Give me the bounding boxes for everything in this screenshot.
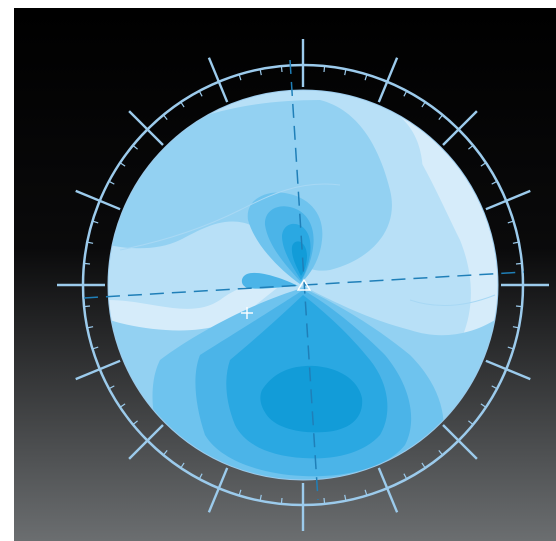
major-tick — [128, 110, 164, 146]
major-tick — [485, 189, 531, 211]
minor-tick — [108, 180, 115, 185]
minor-tick — [162, 114, 168, 120]
minor-tick — [512, 241, 519, 244]
minor-tick — [344, 494, 347, 501]
minor-tick — [491, 180, 498, 185]
minor-tick — [108, 385, 115, 390]
major-tick — [128, 424, 164, 460]
minor-tick — [438, 114, 444, 120]
contour-level-light-left — [108, 283, 280, 342]
minor-tick — [84, 262, 91, 265]
contour-level-1-top-strip — [240, 90, 423, 230]
contour-line-b — [409, 294, 496, 306]
major-tick — [75, 189, 121, 211]
minor-tick — [323, 66, 326, 73]
minor-tick — [344, 69, 347, 76]
major-tick — [207, 57, 229, 103]
minor-tick — [259, 69, 262, 76]
minor-tick — [119, 403, 126, 408]
major-tick — [442, 110, 478, 146]
minor-tick — [180, 462, 185, 469]
minor-tick — [364, 74, 368, 81]
minor-tick — [92, 346, 99, 350]
minor-tick — [84, 305, 91, 308]
minor-tick — [180, 101, 185, 108]
minor-tick — [468, 420, 474, 426]
minor-tick — [92, 220, 99, 224]
major-tick — [377, 57, 399, 103]
contour-level-3-left — [241, 272, 298, 289]
minor-tick — [515, 305, 522, 308]
minor-tick — [119, 162, 126, 167]
minor-tick — [480, 162, 487, 167]
minor-tick — [162, 450, 168, 456]
minor-tick — [132, 420, 138, 426]
minor-tick — [491, 385, 498, 390]
major-tick — [485, 359, 531, 381]
minor-tick — [132, 144, 138, 150]
minor-tick — [438, 450, 444, 456]
major-tick — [75, 359, 121, 381]
minor-tick — [364, 489, 368, 496]
contour-line-a — [119, 183, 341, 251]
minor-tick — [515, 262, 522, 265]
minor-tick — [198, 90, 203, 97]
minor-tick — [512, 326, 519, 329]
minor-tick — [468, 144, 474, 150]
minor-tick — [280, 497, 283, 504]
minor-tick — [323, 497, 326, 504]
major-tick — [207, 467, 229, 513]
major-tick — [377, 467, 399, 513]
minor-tick — [198, 473, 203, 480]
minor-tick — [403, 90, 408, 97]
minor-tick — [421, 101, 426, 108]
minor-tick — [403, 473, 408, 480]
minor-tick — [507, 346, 514, 350]
plus-marker — [241, 307, 253, 319]
crosshair-horizontal — [83, 271, 525, 299]
minor-tick — [507, 220, 514, 224]
major-tick — [442, 424, 478, 460]
minor-tick — [87, 241, 94, 244]
contour-disc-edge — [107, 89, 499, 481]
minor-tick — [480, 403, 487, 408]
minor-tick — [238, 489, 242, 496]
minor-tick — [87, 326, 94, 329]
minor-tick — [421, 462, 426, 469]
minor-tick — [238, 74, 242, 81]
bezel-ticks — [57, 39, 549, 531]
minor-tick — [280, 66, 283, 73]
minor-tick — [259, 494, 262, 501]
triangle-marker — [296, 278, 312, 291]
